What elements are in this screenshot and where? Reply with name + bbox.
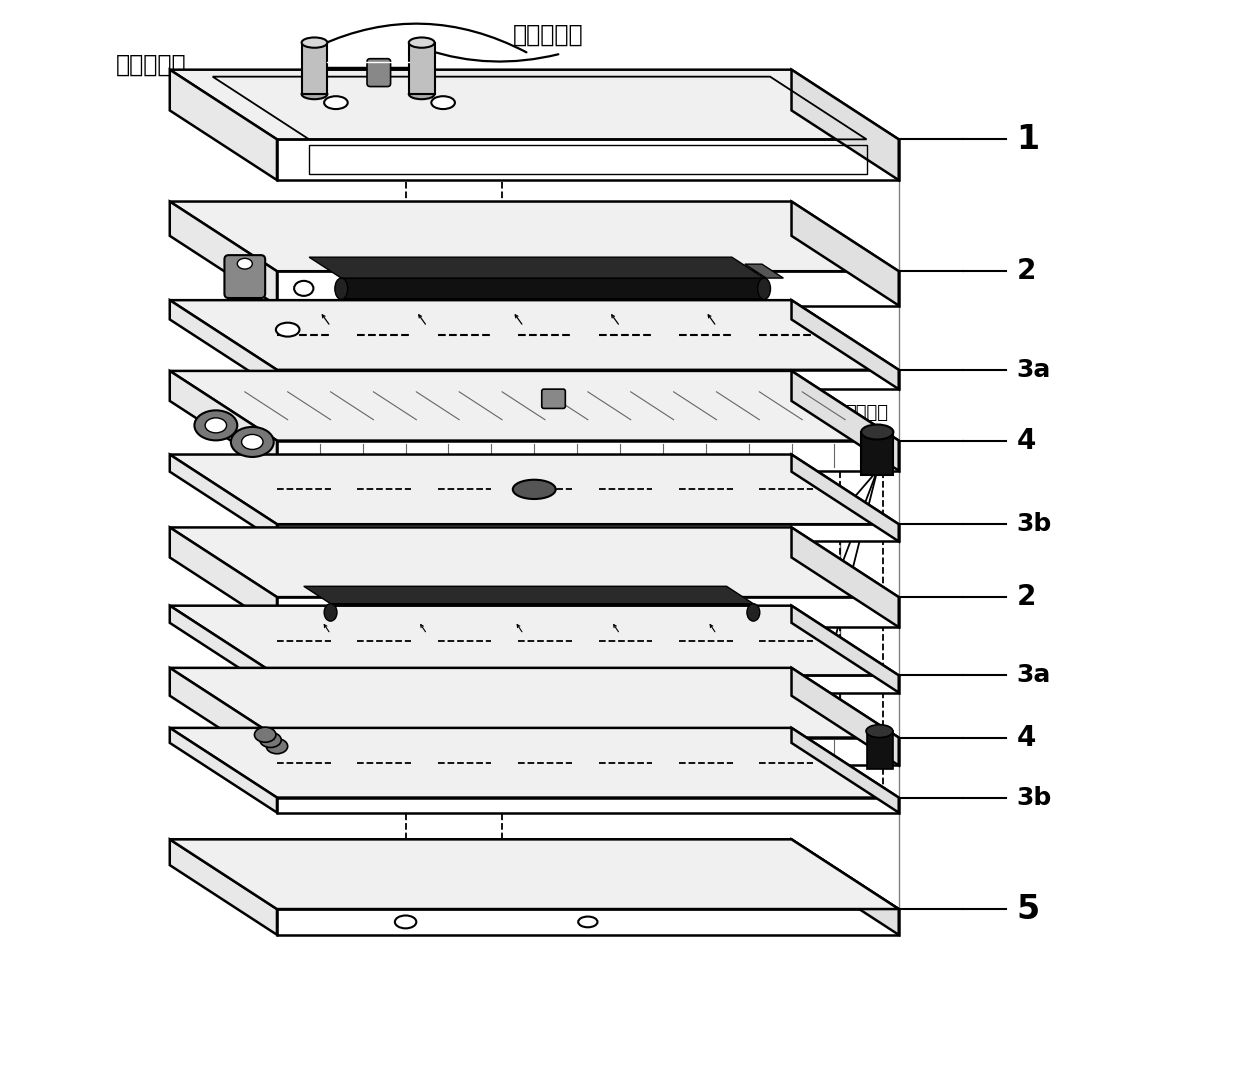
Polygon shape	[170, 839, 899, 909]
Polygon shape	[277, 271, 899, 306]
Ellipse shape	[578, 917, 598, 927]
Text: 2: 2	[1017, 583, 1035, 611]
Text: 气体反应物: 气体反应物	[117, 53, 187, 76]
Text: 3a: 3a	[1017, 664, 1052, 687]
Ellipse shape	[301, 89, 327, 100]
Polygon shape	[277, 675, 899, 693]
Polygon shape	[791, 527, 899, 627]
Polygon shape	[745, 264, 784, 278]
Polygon shape	[791, 371, 899, 471]
FancyArrowPatch shape	[319, 24, 527, 53]
Ellipse shape	[301, 38, 327, 48]
Polygon shape	[301, 43, 327, 94]
Ellipse shape	[513, 480, 556, 500]
Polygon shape	[341, 278, 764, 299]
Ellipse shape	[758, 278, 770, 299]
Text: 1: 1	[1017, 123, 1040, 155]
Ellipse shape	[335, 278, 347, 299]
Polygon shape	[170, 728, 899, 798]
Polygon shape	[791, 839, 899, 935]
FancyBboxPatch shape	[542, 389, 565, 408]
Polygon shape	[170, 728, 277, 813]
Ellipse shape	[242, 434, 263, 449]
Polygon shape	[791, 300, 899, 389]
FancyBboxPatch shape	[367, 59, 391, 87]
Ellipse shape	[237, 258, 252, 269]
Polygon shape	[277, 738, 899, 765]
Polygon shape	[170, 839, 277, 935]
Ellipse shape	[275, 323, 300, 337]
Text: 4: 4	[1017, 724, 1035, 751]
Polygon shape	[170, 839, 899, 909]
Polygon shape	[309, 257, 764, 278]
Text: 3b: 3b	[1017, 512, 1052, 536]
Polygon shape	[862, 432, 893, 475]
Polygon shape	[791, 728, 899, 813]
Text: 气体扩散: 气体扩散	[557, 789, 600, 807]
Polygon shape	[791, 70, 899, 180]
Polygon shape	[277, 524, 899, 541]
Polygon shape	[170, 455, 277, 541]
Ellipse shape	[862, 425, 893, 440]
Ellipse shape	[195, 411, 237, 441]
Polygon shape	[170, 606, 277, 693]
Ellipse shape	[324, 604, 337, 621]
Polygon shape	[170, 371, 899, 441]
Text: 2: 2	[1017, 257, 1035, 285]
Ellipse shape	[294, 281, 314, 296]
Polygon shape	[867, 731, 893, 769]
Polygon shape	[791, 606, 899, 693]
Polygon shape	[277, 139, 899, 180]
Ellipse shape	[267, 739, 288, 754]
Polygon shape	[277, 798, 899, 813]
Ellipse shape	[409, 38, 434, 48]
Polygon shape	[170, 202, 277, 306]
Polygon shape	[170, 527, 899, 597]
Ellipse shape	[432, 96, 455, 109]
Polygon shape	[277, 370, 899, 389]
Polygon shape	[170, 70, 277, 180]
Polygon shape	[170, 70, 899, 139]
Polygon shape	[170, 606, 899, 675]
Polygon shape	[170, 300, 899, 370]
Polygon shape	[277, 909, 899, 935]
Ellipse shape	[394, 915, 417, 928]
Ellipse shape	[324, 96, 347, 109]
Polygon shape	[791, 668, 899, 765]
Text: 3a: 3a	[1017, 358, 1052, 382]
Polygon shape	[170, 668, 277, 765]
Polygon shape	[791, 202, 899, 306]
Ellipse shape	[746, 604, 760, 621]
Text: 5: 5	[1017, 893, 1040, 925]
Ellipse shape	[254, 727, 275, 742]
Text: 4: 4	[1017, 427, 1035, 455]
Polygon shape	[170, 668, 899, 738]
Polygon shape	[170, 300, 277, 389]
Text: 气体扩散: 气体扩散	[846, 404, 888, 422]
Polygon shape	[170, 371, 277, 471]
Polygon shape	[170, 455, 899, 524]
Polygon shape	[277, 441, 899, 471]
Text: 3b: 3b	[1017, 786, 1052, 809]
Polygon shape	[304, 586, 754, 604]
Polygon shape	[170, 202, 899, 271]
Polygon shape	[331, 604, 754, 621]
Polygon shape	[170, 527, 277, 627]
Polygon shape	[409, 43, 434, 94]
Polygon shape	[277, 597, 899, 627]
Ellipse shape	[231, 427, 274, 457]
Ellipse shape	[409, 89, 434, 100]
FancyArrowPatch shape	[427, 49, 558, 61]
Ellipse shape	[866, 725, 893, 738]
Ellipse shape	[205, 418, 227, 433]
FancyBboxPatch shape	[224, 255, 265, 298]
Polygon shape	[791, 455, 899, 541]
Ellipse shape	[260, 732, 281, 747]
Text: 液体反应物: 液体反应物	[513, 23, 584, 46]
